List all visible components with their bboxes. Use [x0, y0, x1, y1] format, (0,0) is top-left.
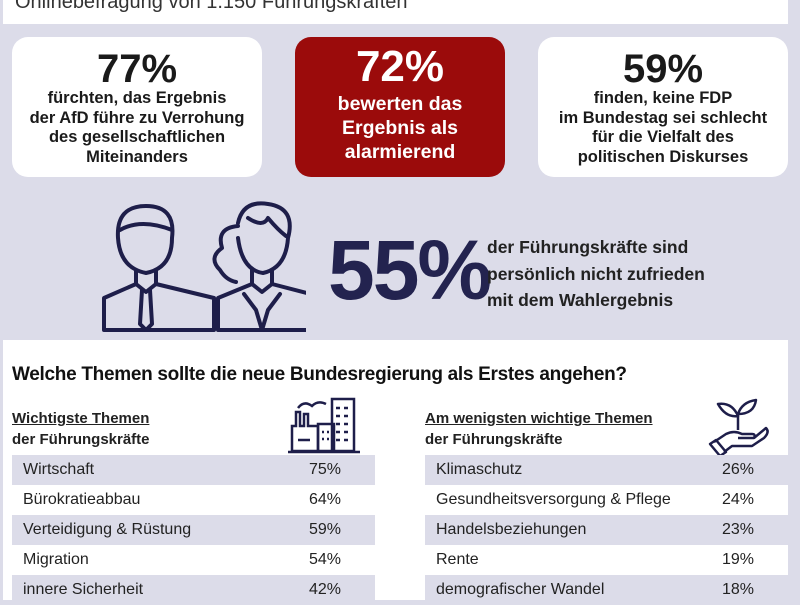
stat-value: 59% — [622, 47, 704, 91]
stat-line: der AfD führe zu Verrohung — [29, 108, 245, 127]
factory-city-icon — [288, 397, 360, 454]
survey-subtitle: Onlinebefragung von 1.150 Führungskräfte… — [15, 0, 408, 13]
left-title: Wichtigste Themen — [12, 410, 150, 427]
row-label: Bürokratieabbau — [23, 491, 141, 508]
stat-value: 72% — [355, 42, 445, 91]
row-value: 75% — [309, 461, 342, 478]
table-row: Bürokratieabbau 64% — [12, 485, 375, 515]
table-row: Rente 19% — [425, 545, 788, 575]
highlight-line: mit dem Wahlergebnis — [487, 290, 674, 310]
stat-card-59: 59% finden, keine FDP im Bundestag sei s… — [538, 37, 788, 177]
stat-line: finden, keine FDP — [593, 89, 733, 107]
row-value: 42% — [309, 581, 342, 598]
header-band: Onlinebefragung von 1.150 Führungskräfte… — [3, 0, 788, 24]
left-subtitle: der Führungskräfte — [12, 431, 150, 448]
woman-icon — [212, 201, 306, 332]
question-heading: Welche Themen sollte die neue Bundesregi… — [12, 364, 627, 385]
stat-line: Miteinanders — [86, 147, 188, 166]
stat-line: für die Vielfalt des — [592, 128, 734, 146]
right-column-heading: Am wenigsten wichtige Themen der Führung… — [425, 408, 653, 450]
table-row: Wirtschaft 75% — [12, 455, 375, 485]
row-label: innere Sicherheit — [23, 581, 144, 598]
plant-hand-icon — [708, 398, 769, 458]
left-column-heading: Wichtigste Themen der Führungskräfte — [12, 408, 150, 450]
highlight-value: 55% — [328, 223, 492, 317]
table-row: demografischer Wandel 18% — [425, 575, 788, 605]
stat-line: alarmierend — [344, 141, 456, 163]
row-label: Handelsbeziehungen — [436, 521, 587, 538]
row-label: Rente — [436, 551, 479, 568]
row-value: 59% — [309, 521, 342, 538]
row-label: Wirtschaft — [23, 461, 95, 478]
right-subtitle: der Führungskräfte — [425, 431, 563, 448]
table-row: Handelsbeziehungen 23% — [425, 515, 788, 545]
row-value: 54% — [309, 551, 342, 568]
table-row: Gesundheitsversorgung & Pflege 24% — [425, 485, 788, 515]
stat-text: fürchten, das Ergebnis der AfD führe zu … — [12, 89, 262, 167]
row-label: Gesundheitsversorgung & Pflege — [436, 491, 671, 508]
row-label: demografischer Wandel — [436, 581, 605, 598]
row-value: 26% — [722, 461, 755, 478]
stat-card-72: 72% bewerten das Ergebnis als alarmieren… — [295, 37, 505, 177]
table-row: Verteidigung & Rüstung 59% — [12, 515, 375, 545]
least-important-table: Klimaschutz 26% Gesundheitsversorgung & P… — [425, 455, 788, 605]
highlight-line: der Führungskräfte sind — [487, 237, 689, 257]
man-icon — [102, 204, 216, 332]
row-value: 19% — [722, 551, 755, 568]
stat-text: finden, keine FDP im Bundestag sei schle… — [538, 89, 788, 167]
stat-line: des gesellschaftlichen — [48, 128, 226, 146]
stat-line: im Bundestag sei schlecht — [558, 108, 768, 127]
row-label: Migration — [23, 551, 89, 568]
row-value: 64% — [309, 491, 342, 508]
table-row: Klimaschutz 26% — [425, 455, 788, 485]
stat-line: bewerten das — [337, 93, 463, 115]
row-value: 23% — [722, 521, 755, 538]
table-row: Migration 54% — [12, 545, 375, 575]
row-value: 24% — [722, 491, 755, 508]
stat-card-77: 77% fürchten, das Ergebnis der AfD führe… — [12, 37, 262, 177]
stat-value: 77% — [96, 47, 178, 91]
most-important-table: Wirtschaft 75% Bürokratieabbau 64% Verteid… — [12, 455, 375, 605]
stat-text: bewerten das Ergebnis als alarmierend — [295, 92, 505, 164]
row-label: Verteidigung & Rüstung — [23, 521, 192, 538]
business-people-icon — [102, 201, 306, 332]
stat-line: Ergebnis als — [342, 117, 458, 139]
right-title: Am wenigsten wichtige Themen — [425, 410, 653, 427]
highlight-line: persönlich nicht zufrieden — [487, 263, 705, 284]
row-label: Klimaschutz — [436, 461, 523, 478]
table-row: innere Sicherheit 42% — [12, 575, 375, 605]
highlight-text: der Führungskräfte sind persönlich nicht… — [487, 234, 705, 314]
row-value: 18% — [722, 581, 755, 598]
stat-line: fürchten, das Ergebnis — [47, 89, 227, 107]
stat-line: politischen Diskurses — [577, 147, 749, 166]
